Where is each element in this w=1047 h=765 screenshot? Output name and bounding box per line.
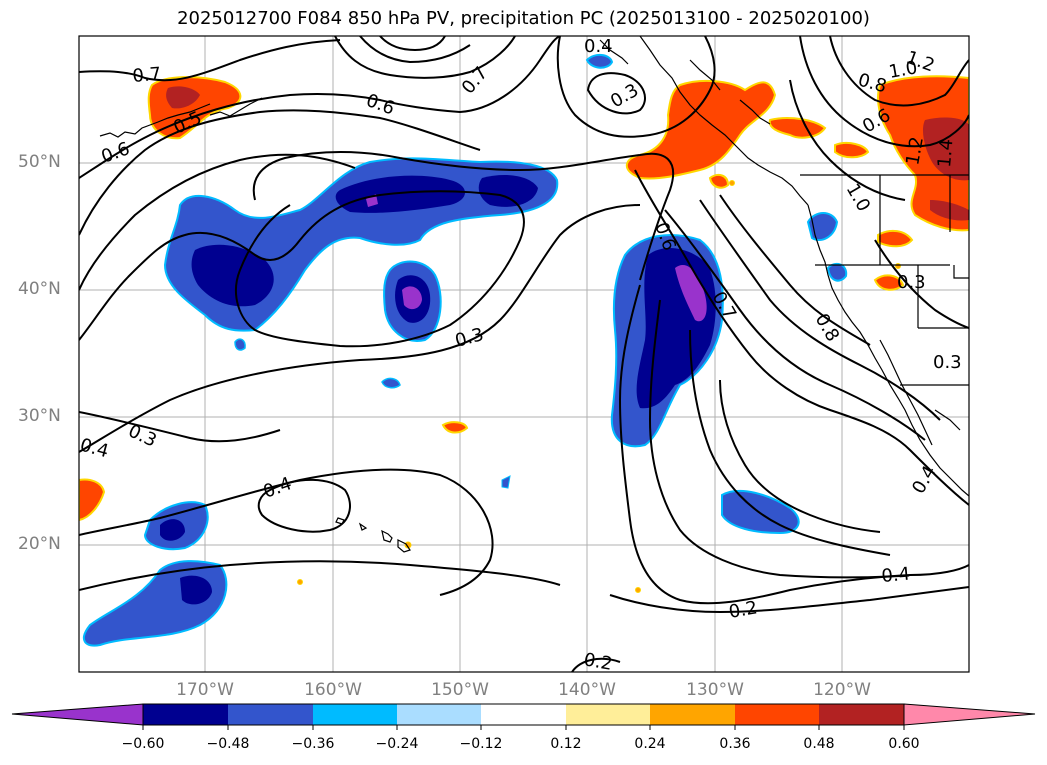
contour-label: 1.2 [902, 135, 928, 167]
pv-contours [79, 36, 969, 672]
colorbar-extend-left [11, 703, 144, 726]
colorbar-segment [397, 704, 481, 725]
contour-label: 0.3 [897, 272, 926, 293]
colorbar [11, 703, 1036, 730]
colorbar-extend-right [903, 703, 1036, 726]
lon-label: 170°W [176, 680, 234, 700]
map-title: 2025012700 F084 850 hPa PV, precipitatio… [177, 8, 870, 29]
colorbar-tick-label: −0.48 [206, 736, 250, 752]
precip-positive-field [79, 75, 969, 593]
lon-label: 120°W [813, 680, 871, 700]
contour-label: 1.4 [934, 138, 957, 168]
colorbar-segment [143, 704, 228, 725]
colorbar-tick-label: −0.24 [375, 736, 419, 752]
colorbar-tick-label: −0.12 [459, 736, 503, 752]
colorbar-tick-label: 0.48 [803, 736, 835, 752]
contour-label: 0.3 [933, 352, 962, 373]
colorbar-tick-label: 0.12 [550, 736, 582, 752]
colorbar-segment [735, 704, 819, 725]
precip-negative-field [82, 54, 848, 647]
colorbar-tick-label: −0.60 [121, 736, 165, 752]
coastlines [99, 36, 969, 553]
contour-label: 1.0 [887, 57, 919, 83]
lat-label: 20°N [18, 534, 61, 554]
precip-blob-pacific-nw [877, 75, 969, 232]
map-area: 0.7 0.6 0.5 0.6 0.7 0.4 0.3 1.2 1.0 0.8 … [79, 36, 969, 675]
lon-label: 150°W [431, 680, 489, 700]
contour-label: 0.2 [582, 649, 614, 675]
colorbar-segment [819, 704, 904, 725]
lat-label: 50°N [18, 152, 61, 172]
lon-label: 130°W [686, 680, 744, 700]
lat-label: 30°N [18, 406, 61, 426]
contour-label: 0.7 [132, 64, 162, 87]
colorbar-segment [313, 704, 397, 725]
lat-label: 40°N [18, 279, 61, 299]
contour-label: 0.2 [727, 597, 759, 623]
colorbar-segment [566, 704, 650, 725]
colorbar-tick-label: 0.36 [719, 736, 751, 752]
colorbar-segment [650, 704, 735, 725]
contour-label: 0.4 [584, 36, 613, 57]
lon-label: 160°W [304, 680, 362, 700]
map-frame [78, 35, 970, 673]
colorbar-tick-label: 0.60 [888, 736, 920, 752]
colorbar-tick-label: 0.24 [634, 736, 666, 752]
lon-label: 140°W [558, 680, 616, 700]
colorbar-tick-label: −0.36 [291, 736, 335, 752]
precip-blob-gulf-alaska [625, 79, 777, 180]
contour-label: 0.4 [881, 564, 911, 587]
colorbar-segment [228, 704, 313, 725]
colorbar-segment [481, 704, 566, 725]
